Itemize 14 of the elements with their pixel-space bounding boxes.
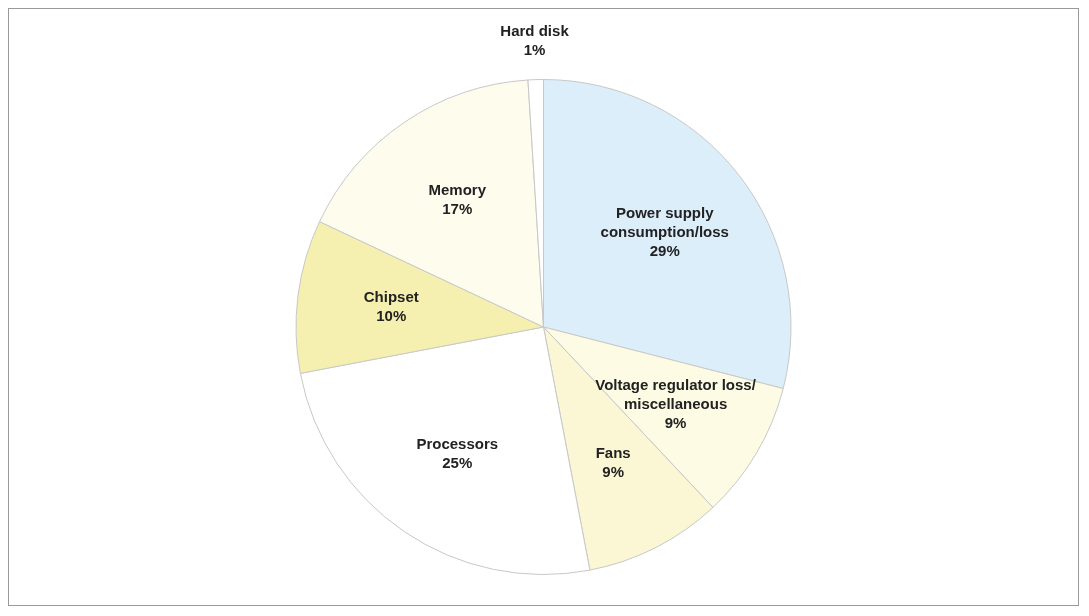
data-label: 29%: [649, 242, 680, 260]
slice-label: Voltage regulator loss/ miscellaneous: [595, 376, 757, 413]
slice-label: Processors: [416, 434, 499, 452]
data-label: 25%: [442, 453, 473, 471]
data-label: 17%: [442, 199, 473, 217]
data-label: 10%: [376, 307, 407, 325]
slice-label: Power supply consumption/loss: [600, 204, 729, 241]
data-label: 9%: [602, 463, 625, 481]
slice-label: Chipset: [363, 288, 419, 306]
data-label: 9%: [664, 414, 687, 432]
slice-label: Fans: [595, 444, 631, 462]
data-label: 1%: [523, 41, 546, 59]
slice-label: Hard disk: [500, 22, 570, 40]
slice-label: Memory: [428, 180, 487, 198]
